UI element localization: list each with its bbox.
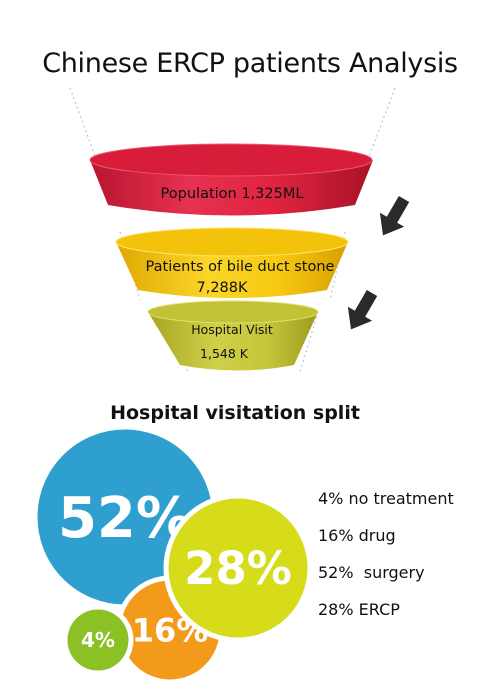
funnel-stage-bile-duct-stone: Patients of bile duct stone 7,288K [115,227,349,298]
funnel-label-hospital-visit: Hospital Visit [191,322,273,337]
down-arrow-icon [379,195,410,236]
bubble-ERCP: 28% [163,493,313,643]
funnel-label-bile-duct-stone: Patients of bile duct stone [146,259,335,275]
funnel-label-population: Population 1,325ML [161,186,304,202]
split-legend: 4% no treatment 16% drug 52% surgery 28%… [318,480,454,628]
down-arrow-icon [347,289,378,330]
legend-item-ercp: 28% ERCP [318,600,400,619]
funnel-stage-hospital-visit: Hospital Visit 1,548 K [147,300,319,371]
page-title: Chinese ERCP patients Analysis [42,48,458,79]
funnel-stage-population: Population 1,325ML [89,143,373,216]
bubble-label-no-treatment: 4% [81,628,115,652]
bubble-label-ERCP: 28% [184,542,292,595]
bubble-circle-no-treatment [62,604,134,676]
split-title: Hospital visitation split [110,402,360,424]
split-bubbles: 52%16%4%28% [32,424,313,685]
legend-item-surgery: 52% surgery [318,563,425,582]
legend-item-no-treatment: 4% no treatment [318,489,454,508]
legend-item-drug: 16% drug [318,526,396,545]
bubble-circle-ERCP [163,493,313,643]
funnel-value-bile-duct-stone: 7,288K [196,280,248,296]
funnel-value-hospital-visit: 1,548 K [200,346,249,361]
bubble-no-treatment: 4% [62,604,134,676]
